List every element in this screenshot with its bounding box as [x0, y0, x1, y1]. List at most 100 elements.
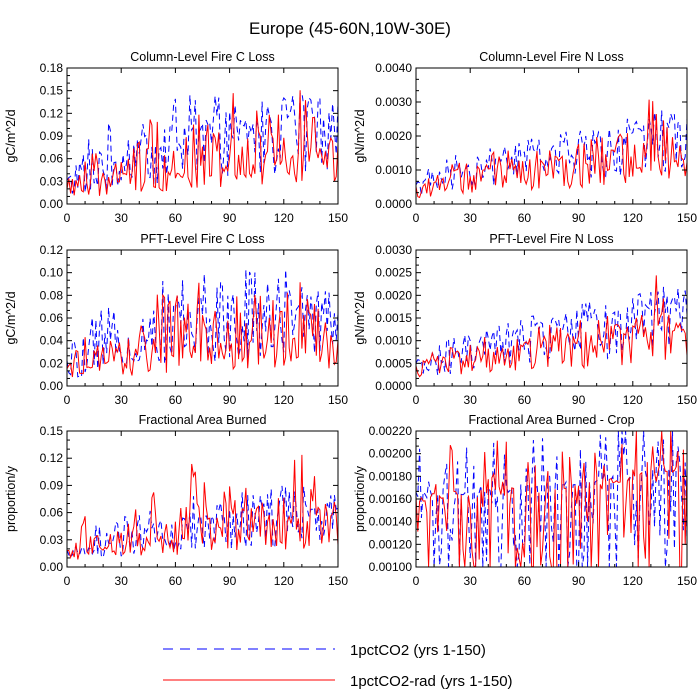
panel-title: Fractional Area Burned: [139, 413, 267, 427]
y-axis-label: gN/m^2/d: [353, 109, 367, 162]
y-tick-label: 0.0030: [375, 95, 412, 109]
legend-label-1pctco2: 1pctCO2 (yrs 1-150): [350, 642, 486, 659]
x-tick-label: 120: [623, 393, 643, 407]
x-tick-label: 150: [677, 574, 697, 588]
y-tick-label: 0.00: [40, 197, 64, 211]
y-tick-label: 0.06: [40, 152, 64, 166]
y-tick-label: 0.06: [40, 311, 64, 325]
y-tick-label: 0.00160: [369, 492, 413, 506]
y-tick-label: 0.09: [40, 478, 64, 492]
legend-label-1pctco2-rad: 1pctCO2-rad (yrs 1-150): [350, 673, 513, 690]
y-axis-label: gC/m^2/d: [4, 291, 18, 344]
series-line-1pctco2-rad: [67, 454, 338, 560]
y-tick-label: 0.00200: [369, 447, 413, 461]
series-line-1pctco2: [67, 92, 338, 194]
y-tick-label: 0.18: [40, 61, 64, 75]
x-tick-label: 0: [413, 574, 420, 588]
x-tick-label: 0: [64, 393, 71, 407]
x-tick-label: 30: [115, 393, 129, 407]
y-tick-label: 0.00100: [369, 560, 413, 574]
y-tick-label: 0.15: [40, 84, 64, 98]
x-tick-label: 90: [572, 393, 586, 407]
y-tick-label: 0.0000: [375, 379, 412, 393]
y-tick-label: 0.09: [40, 129, 64, 143]
panel-title: PFT-Level Fire C Loss: [140, 232, 264, 246]
series-line-1pctco2: [416, 110, 687, 196]
y-tick-label: 0.0015: [375, 311, 412, 325]
x-tick-label: 120: [623, 574, 643, 588]
x-tick-label: 150: [328, 393, 348, 407]
y-axis-label: proportion/y: [4, 465, 18, 532]
y-tick-label: 0.00180: [369, 469, 413, 483]
y-tick-label: 0.0010: [375, 334, 412, 348]
x-tick-label: 30: [464, 211, 478, 225]
y-tick-label: 0.0030: [375, 243, 412, 257]
x-tick-label: 60: [169, 211, 183, 225]
x-tick-label: 150: [328, 211, 348, 225]
panel-title: Column-Level Fire N Loss: [479, 50, 624, 64]
y-tick-label: 0.04: [40, 334, 64, 348]
y-tick-label: 0.0040: [375, 61, 412, 75]
x-tick-label: 150: [677, 393, 697, 407]
x-tick-label: 0: [64, 574, 71, 588]
x-tick-label: 150: [328, 574, 348, 588]
chart-panel: 0 30 60 90 120 150 0.0000 0.0005 0.0010 0.0015 0.0…: [353, 232, 697, 407]
x-tick-label: 90: [572, 211, 586, 225]
y-axis-label: proportion/y: [353, 465, 367, 532]
x-tick-label: 30: [115, 574, 129, 588]
y-tick-label: 0.10: [40, 266, 64, 280]
series-line-1pctco2: [67, 269, 338, 378]
y-tick-label: 0.00120: [369, 537, 413, 551]
x-tick-label: 120: [623, 211, 643, 225]
y-tick-label: 0.00140: [369, 515, 413, 529]
legend: 1pctCO2 (yrs 1-150) 1pctCO2-rad (yrs 1-1…: [163, 642, 513, 690]
series-line-1pctco2-rad: [416, 275, 687, 378]
y-tick-label: 0.03: [40, 533, 64, 547]
panel-title: Fractional Area Burned - Crop: [468, 413, 634, 427]
x-tick-label: 0: [413, 211, 420, 225]
x-tick-label: 60: [169, 574, 183, 588]
y-tick-label: 0.0025: [375, 266, 412, 280]
x-tick-label: 60: [518, 211, 532, 225]
x-tick-label: 30: [464, 574, 478, 588]
chart-panels: 0 30 60 90 120 150 0.00 0.03 0.06 0.09 0.12 0.15 0.1…: [4, 50, 697, 588]
plot-frame: [66, 430, 339, 568]
series-line-1pctco2-rad: [416, 431, 687, 567]
x-tick-label: 150: [677, 211, 697, 225]
figure-title: Europe (45-60N,10W-30E): [249, 19, 451, 38]
chart-panel: 0 30 60 90 120 150 0.00 0.03 0.06 0.09 0.12 0.15 Fra…: [4, 413, 348, 588]
y-tick-label: 0.02: [40, 356, 64, 370]
panel-title: Column-Level Fire C Loss: [130, 50, 275, 64]
y-axis-label: gC/m^2/d: [4, 109, 18, 162]
x-tick-label: 0: [64, 211, 71, 225]
y-tick-label: 0.0005: [375, 356, 412, 370]
x-tick-label: 90: [223, 574, 237, 588]
x-tick-label: 120: [274, 393, 294, 407]
chart-panel: 0 30 60 90 120 150 0.00100 0.00120 0.00140 0.0016…: [353, 413, 697, 588]
x-tick-label: 90: [572, 574, 586, 588]
plot-frame: [415, 67, 688, 205]
x-tick-label: 90: [223, 393, 237, 407]
x-tick-label: 120: [274, 211, 294, 225]
series-line-1pctco2-rad: [416, 99, 687, 199]
series-line-1pctco2-rad: [67, 282, 338, 378]
y-tick-label: 0.15: [40, 424, 64, 438]
x-tick-label: 30: [115, 211, 129, 225]
x-tick-label: 30: [464, 393, 478, 407]
x-tick-label: 120: [274, 574, 294, 588]
y-tick-label: 0.12: [40, 106, 64, 120]
y-tick-label: 0.00220: [369, 424, 413, 438]
x-tick-label: 90: [223, 211, 237, 225]
y-tick-label: 0.08: [40, 288, 64, 302]
y-tick-label: 0.03: [40, 174, 64, 188]
y-tick-label: 0.06: [40, 506, 64, 520]
chart-panel: 0 30 60 90 120 150 0.0000 0.0010 0.0020 0.0030 0.0…: [353, 50, 697, 225]
x-tick-label: 60: [518, 393, 532, 407]
y-tick-label: 0.00: [40, 560, 64, 574]
y-axis-label: gN/m^2/d: [353, 291, 367, 344]
x-tick-label: 60: [518, 574, 532, 588]
y-tick-label: 0.00: [40, 379, 64, 393]
series-line-1pctco2-rad: [67, 90, 338, 196]
y-tick-label: 0.12: [40, 451, 64, 465]
